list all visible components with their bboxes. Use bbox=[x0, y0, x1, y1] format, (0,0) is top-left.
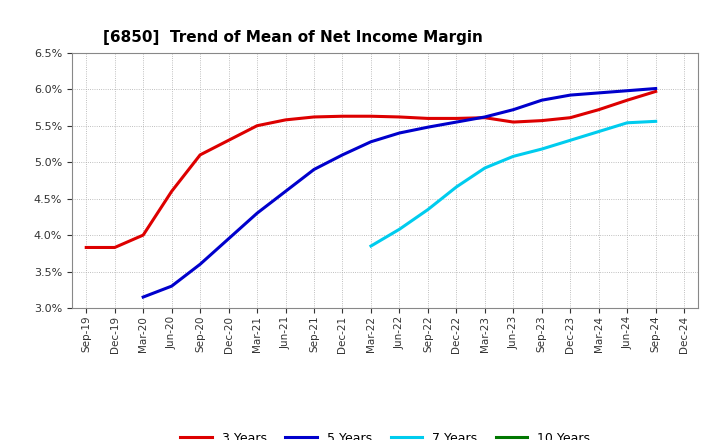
Legend: 3 Years, 5 Years, 7 Years, 10 Years: 3 Years, 5 Years, 7 Years, 10 Years bbox=[176, 427, 595, 440]
Text: [6850]  Trend of Mean of Net Income Margin: [6850] Trend of Mean of Net Income Margi… bbox=[104, 29, 483, 45]
